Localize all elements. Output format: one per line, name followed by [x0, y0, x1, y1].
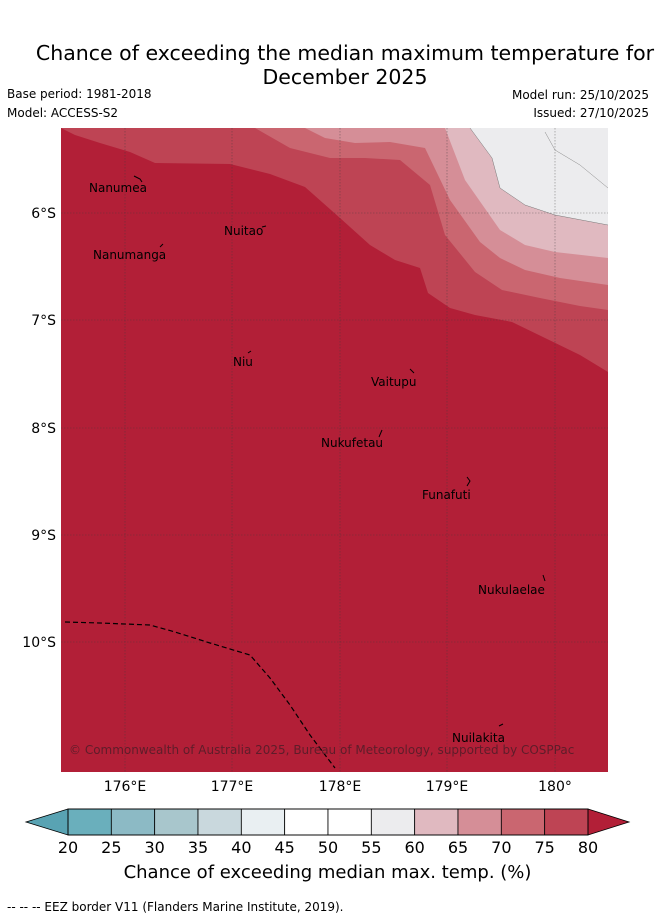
forecast-map: Nanumea Nuitao Nanumanga Niu Vaitupu Nuk…: [22, 128, 608, 795]
colorbar-tick-label: 55: [361, 838, 381, 857]
colorbar-segment: [500, 808, 546, 836]
colorbar-tick-label: 75: [534, 838, 554, 857]
colorbar-under-arrow: [24, 808, 69, 836]
lon-label: 180°: [538, 779, 572, 795]
colorbar-tick-label: 25: [101, 838, 121, 857]
island-label: Nanumea: [89, 181, 147, 195]
colorbar-frame: [67, 808, 589, 836]
longitude-labels: 176°E 177°E 178°E 179°E 180°: [104, 779, 572, 795]
colorbar-segment: [284, 808, 329, 836]
colorbar-segment: [154, 808, 199, 836]
colorbar-over-arrow: [587, 808, 631, 836]
island-label: Nuilakita: [452, 731, 505, 745]
niu-island: [247, 350, 252, 354]
colorbar-segment: [544, 808, 589, 836]
base-period: Base period: 1981-2018: [7, 87, 152, 101]
map-title: Chance of exceeding the median maximum t…: [0, 41, 655, 89]
colorbar-segment: [457, 808, 502, 836]
nuilakita-island: [498, 723, 504, 727]
eez-footnote: -- -- -- EEZ border V11 (Flanders Marine…: [7, 900, 344, 914]
island-labels: Nanumea Nuitao Nanumanga Niu Vaitupu Nuk…: [89, 181, 545, 745]
lat-label: 8°S: [31, 421, 56, 437]
island-label: Nukufetau: [321, 436, 383, 450]
nanumanga-island: [159, 243, 164, 248]
colorbar-ticks: 20 25 30 35 40 45 50 55 60 65 70 75 80: [58, 838, 598, 857]
island-label: Nuitao: [224, 224, 263, 238]
lat-label: 10°S: [22, 635, 56, 651]
colorbar-segment: [370, 808, 416, 836]
latitude-labels: 6°S 7°S 8°S 9°S 10°S: [22, 206, 56, 651]
nuitao-island: [261, 225, 267, 228]
colorbar-segment: [67, 808, 112, 836]
model-name: Model: ACCESS-S2: [7, 106, 119, 120]
island-label: Nanumanga: [93, 248, 166, 262]
colorbar-tick-label: 80: [578, 838, 598, 857]
lat-label: 9°S: [31, 528, 56, 544]
title-line-1: Chance of exceeding the median maximum t…: [35, 41, 655, 65]
colorbar-tick-label: 20: [58, 838, 78, 857]
island-label: Funafuti: [422, 488, 471, 502]
colorbar-segment: [414, 808, 459, 836]
lon-label: 177°E: [211, 779, 254, 795]
colorbar-segment: [197, 808, 242, 836]
colorbar-tick-label: 60: [404, 838, 424, 857]
colorbar-tick-label: 30: [144, 838, 164, 857]
vaitupu-island: [409, 368, 415, 374]
funafuti-island: [466, 476, 471, 487]
lon-label: 178°E: [319, 779, 362, 795]
island-label: Vaitupu: [371, 375, 417, 389]
nanumea-island: [133, 175, 143, 183]
lon-label: 176°E: [104, 779, 147, 795]
colorbar-tick-label: 70: [491, 838, 511, 857]
graticule: [61, 128, 608, 772]
copyright-notice: © Commonwealth of Australia 2025, Bureau…: [69, 743, 574, 757]
colorbar-title: Chance of exceeding median max. temp. (%…: [123, 862, 532, 883]
colorbar-tick-label: 40: [231, 838, 251, 857]
colorbar: 20 25 30 35 40 45 50 55 60 65 70 75 80: [24, 808, 631, 857]
colorbar-tick-label: 45: [274, 838, 294, 857]
colorbar-segment: [240, 808, 286, 836]
lat-label: 7°S: [31, 313, 56, 329]
issued-date: Issued: 27/10/2025: [533, 106, 649, 120]
band-over-80: [61, 128, 608, 772]
title-line-2: December 2025: [262, 65, 428, 89]
contour-line: [544, 131, 608, 189]
island-label: Nukulaelae: [478, 583, 545, 597]
contour-line: [469, 128, 608, 226]
lat-label: 6°S: [31, 206, 56, 222]
model-run: Model run: 25/10/2025: [511, 88, 649, 102]
colorbar-tick-label: 50: [318, 838, 338, 857]
lon-label: 179°E: [426, 779, 469, 795]
colorbar-segment: [110, 808, 156, 836]
eez-border: [64, 621, 336, 769]
colorbar-segment: [327, 808, 372, 836]
probability-fill: Nanumea Nuitao Nanumanga Niu Vaitupu Nuk…: [61, 128, 608, 772]
nukufetau-island: [378, 429, 383, 438]
colorbar-segments: [67, 808, 589, 836]
colorbar-tick-label: 65: [448, 838, 468, 857]
island-label: Niu: [233, 355, 253, 369]
nukulaelae-island: [542, 574, 546, 582]
island-shapes: [133, 175, 546, 727]
colorbar-tick-label: 35: [188, 838, 208, 857]
